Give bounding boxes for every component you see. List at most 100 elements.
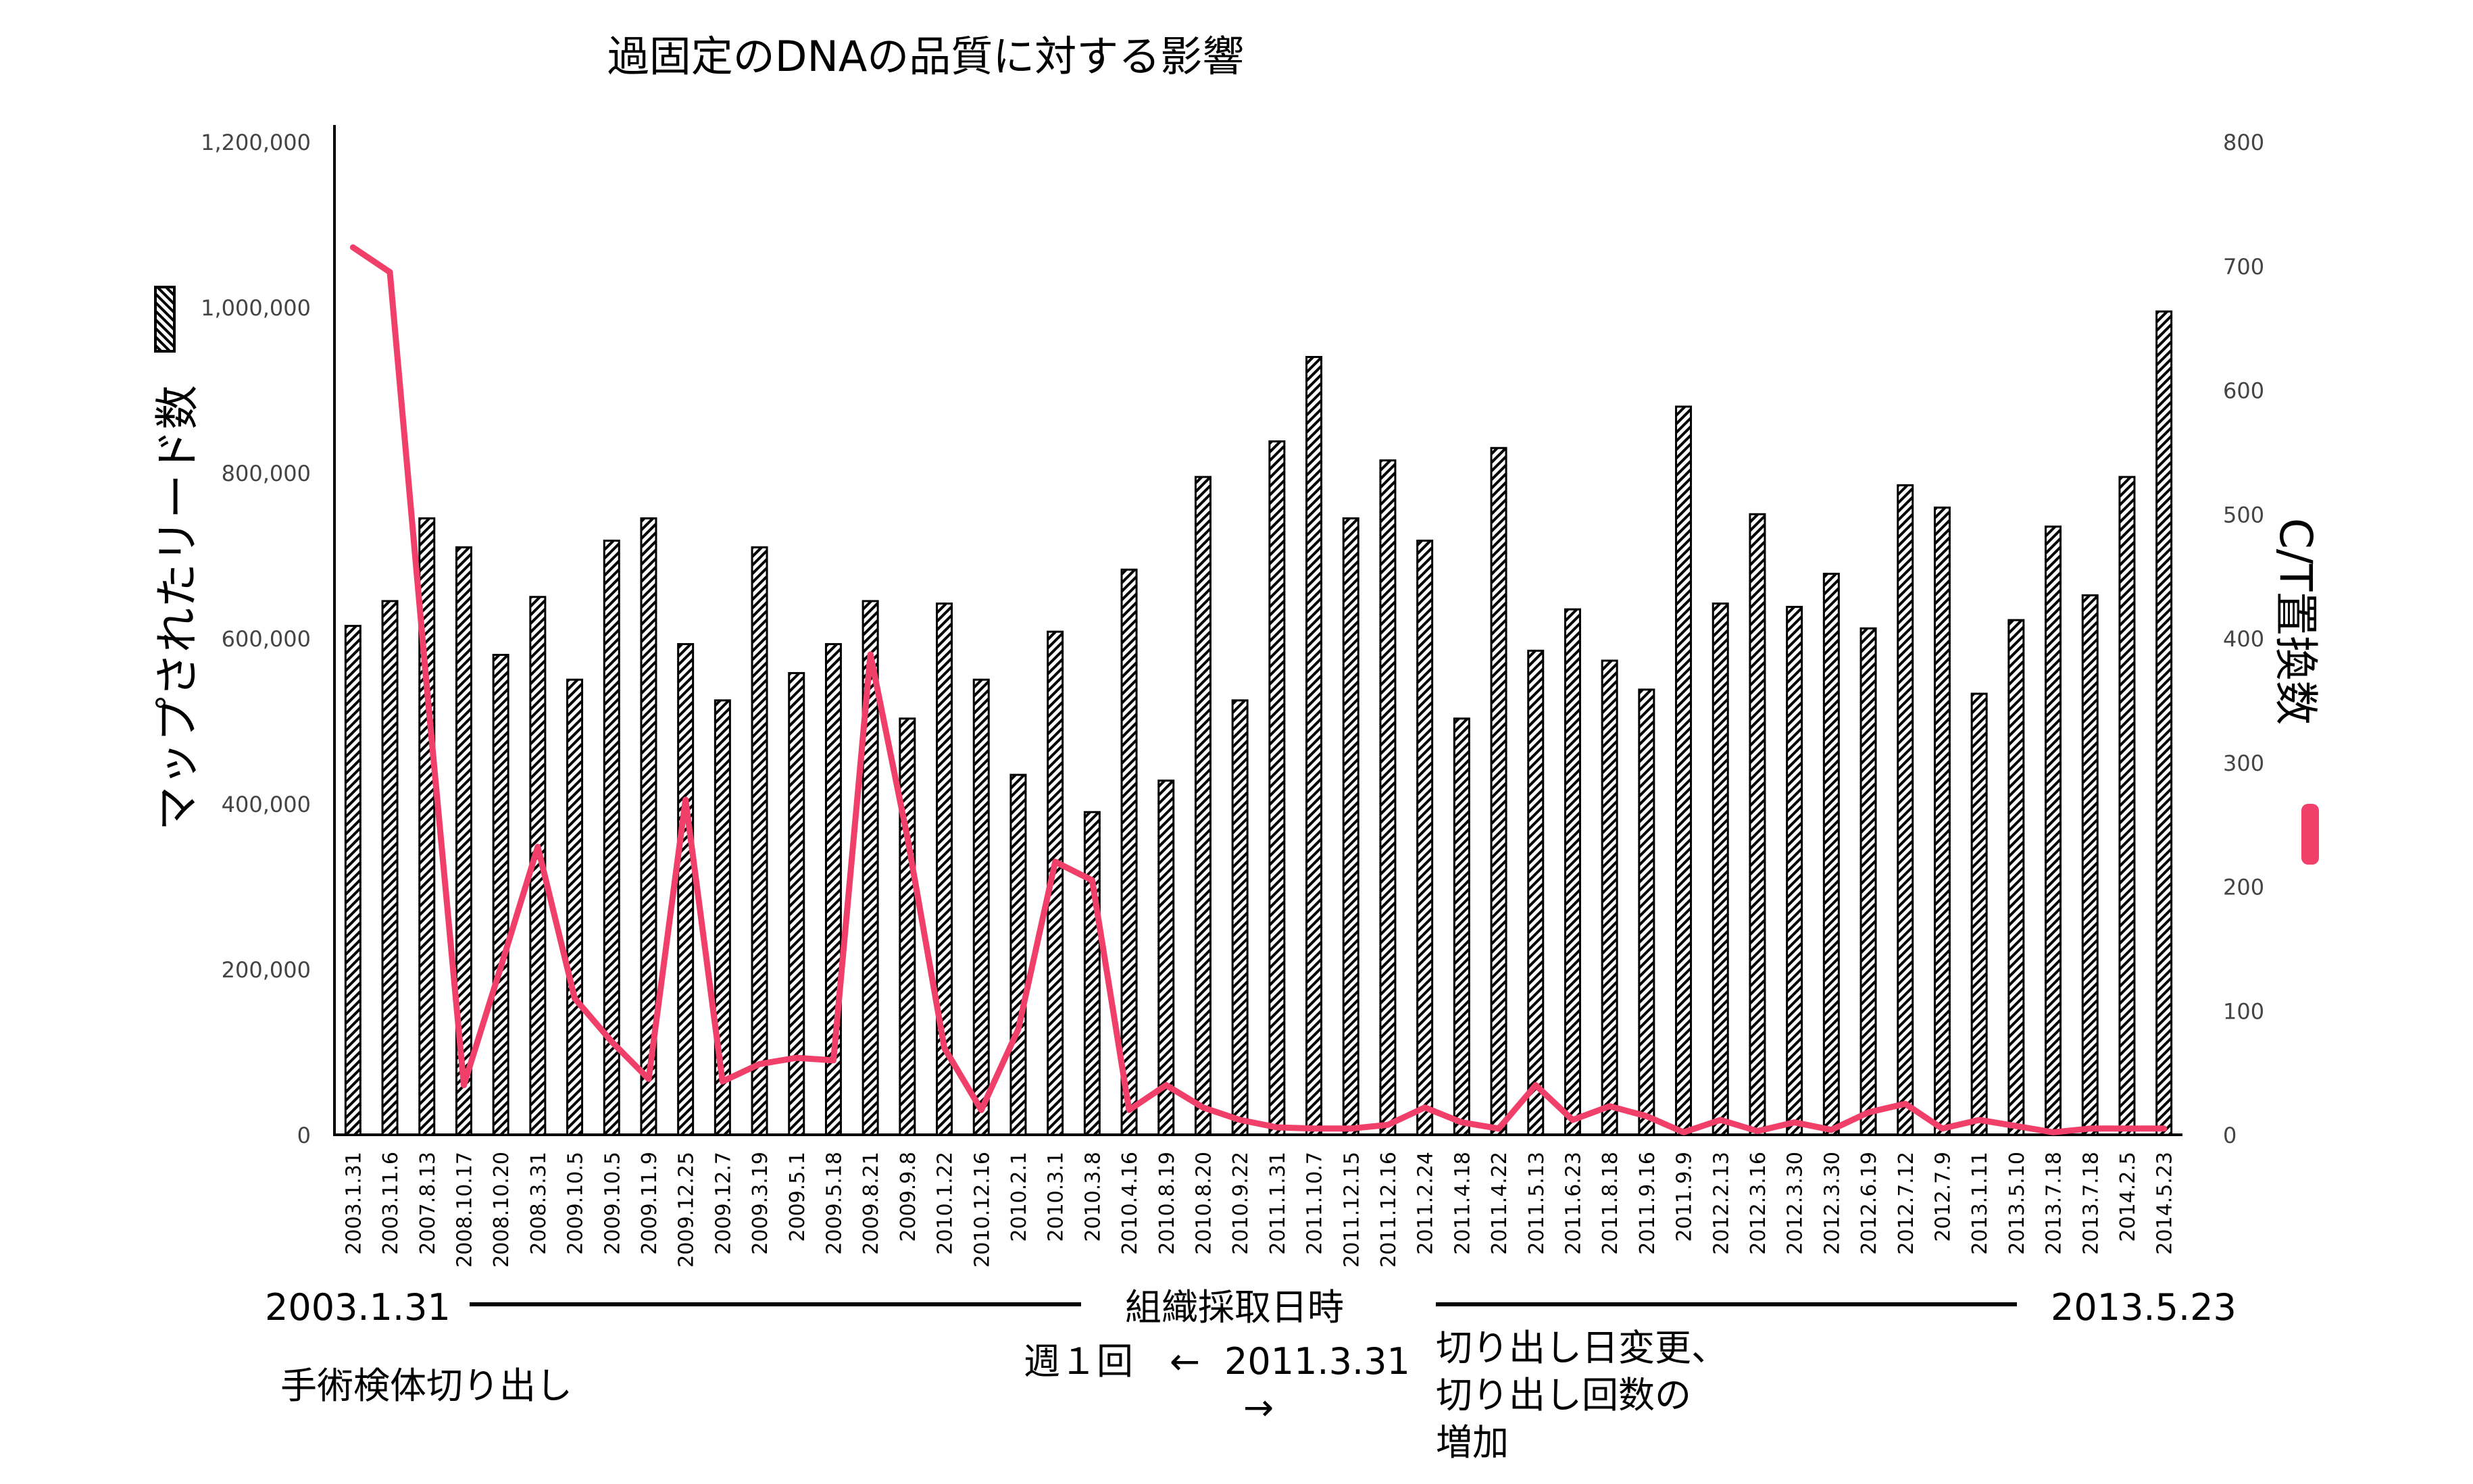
bar <box>2118 476 2136 1136</box>
bar <box>381 600 399 1136</box>
bar <box>566 678 584 1136</box>
x-tick-label: 2008.3.31 <box>527 1152 551 1255</box>
x-tick-label: 2011.10.7 <box>1303 1152 1327 1255</box>
x-tick-label: 2012.3.16 <box>1747 1152 1770 1255</box>
bar <box>1601 659 1618 1136</box>
bar <box>1490 446 1507 1136</box>
bar <box>1712 603 1729 1136</box>
x-tick-label: 2013.7.18 <box>2043 1152 2066 1255</box>
x-tick-label: 2009.12.25 <box>675 1152 699 1268</box>
bar <box>2081 594 2099 1136</box>
x-tick-label: 2009.5.18 <box>823 1152 847 1255</box>
y-tick-label: 1,000,000 <box>201 295 311 321</box>
x-tick-label: 2011.4.18 <box>1451 1152 1474 1255</box>
x-tick-label: 2003.11.6 <box>379 1152 403 1255</box>
x-tick-label: 2012.2.13 <box>1709 1152 1733 1255</box>
y2-tick-label: 200 <box>2223 875 2264 900</box>
bar <box>1675 405 1693 1136</box>
y2-tick-label: 300 <box>2223 750 2264 776</box>
y-tick-label: 1,200,000 <box>201 130 311 155</box>
chart-title: 過固定のDNAの品質に対する影響 <box>607 32 1245 81</box>
bar <box>455 546 472 1136</box>
bar <box>640 517 657 1136</box>
x-tick-label: 2013.1.11 <box>1968 1152 1992 1255</box>
bar <box>1970 692 1988 1136</box>
x-tick-label: 2009.12.7 <box>711 1152 735 1255</box>
bar-series <box>344 310 2173 1136</box>
bar <box>714 699 731 1136</box>
x-tick-label: 2009.3.19 <box>749 1152 772 1255</box>
x-tick-label: 2009.9.8 <box>897 1152 920 1242</box>
period-rule-right <box>1436 1302 2017 1306</box>
bar <box>936 603 953 1136</box>
weekly-note: 週１回 ← <box>1024 1340 1201 1383</box>
bar <box>1564 608 1581 1136</box>
left-note: 手術検体切り出し <box>280 1364 572 1407</box>
left-axis-title: マップされたリード数 <box>151 286 203 831</box>
bar <box>1009 773 1027 1136</box>
bar <box>1379 459 1397 1136</box>
x-tick-label: 2011.8.18 <box>1599 1152 1622 1255</box>
bar <box>1859 627 1877 1136</box>
x-tick-label: 2008.10.17 <box>453 1152 477 1268</box>
y2-tick-label: 400 <box>2223 626 2264 652</box>
x-tick-label: 2010.4.16 <box>1118 1152 1142 1255</box>
line-series-path <box>349 244 2168 1135</box>
x-tick-label: 2009.10.5 <box>564 1152 588 1255</box>
bar <box>1268 440 1286 1136</box>
change-note-3: 増加 <box>1436 1421 1509 1464</box>
x-tick-label: 2011.5.13 <box>1525 1152 1549 1255</box>
x-tick-label: 2010.8.19 <box>1155 1152 1179 1255</box>
y-tick-label: 400,000 <box>222 792 311 817</box>
bar <box>788 671 805 1136</box>
bar <box>1120 568 1138 1136</box>
x-tick-label: 2011.9.9 <box>1673 1152 1697 1242</box>
bar <box>1157 779 1175 1136</box>
bar-legend-swatch <box>154 286 176 353</box>
y2-tick-label: 100 <box>2223 998 2264 1024</box>
bar <box>344 625 361 1136</box>
change-note-1: 切り出し日変更、 <box>1436 1327 1728 1369</box>
x-tick-label: 2011.1.31 <box>1266 1152 1290 1255</box>
x-tick-label: 2013.7.18 <box>2079 1152 2103 1255</box>
bar <box>861 600 879 1136</box>
y2-tick-label: 800 <box>2223 130 2264 155</box>
bar <box>1822 572 1840 1136</box>
bar <box>1933 506 1951 1136</box>
y-tick-label: 200,000 <box>222 957 311 983</box>
bar <box>751 546 768 1136</box>
y-tick-label: 0 <box>297 1123 311 1148</box>
x-tick-label: 2009.5.1 <box>786 1152 809 1242</box>
mid-date: 2011.3.31 <box>1224 1340 1410 1383</box>
x-tick-labels: 2003.1.31 2003.11.6 2007.8.13 2008.10.17 200… <box>342 1152 2176 1268</box>
y2-tick-label: 500 <box>2223 502 2264 528</box>
axes: 0 200,000 400,000 600,000 800,000 1,000,000 1,… <box>201 125 2264 1148</box>
x-tick-label: 2011.4.22 <box>1488 1152 1512 1255</box>
y2-tick-label: 700 <box>2223 254 2264 280</box>
line-legend-swatch <box>2301 804 2319 865</box>
bar <box>1749 513 1766 1136</box>
x-tick-label: 2011.12.16 <box>1377 1152 1401 1268</box>
bar <box>1453 717 1470 1136</box>
bar <box>2045 526 2062 1136</box>
x-tick-label: 2010.8.20 <box>1193 1152 1216 1255</box>
x-tick-label: 2012.7.9 <box>1932 1152 1955 1242</box>
x-tick-label: 2014.5.23 <box>2153 1152 2177 1255</box>
x-tick-label: 2010.9.22 <box>1229 1152 1253 1255</box>
x-tick-label: 2014.2.5 <box>2116 1152 2140 1242</box>
bar <box>1342 517 1359 1136</box>
line-series <box>349 244 2168 1135</box>
bar <box>1638 688 1655 1136</box>
x-tick-label: 2010.3.8 <box>1081 1152 1105 1242</box>
x-tick-label: 2009.8.21 <box>859 1152 883 1255</box>
center-label: 組織採取日時 <box>1125 1286 1344 1329</box>
bar <box>972 678 990 1136</box>
x-tick-label: 2011.6.23 <box>1562 1152 1585 1255</box>
bar <box>492 654 509 1136</box>
x-tick-label: 2011.12.15 <box>1340 1152 1364 1268</box>
x-tick-label: 2012.3.30 <box>1784 1152 1807 1255</box>
x-tick-label: 2010.12.16 <box>970 1152 994 1268</box>
x-tick-label: 2011.2.24 <box>1414 1152 1438 1255</box>
right-axis-title: C/T置換数 <box>2270 518 2322 865</box>
